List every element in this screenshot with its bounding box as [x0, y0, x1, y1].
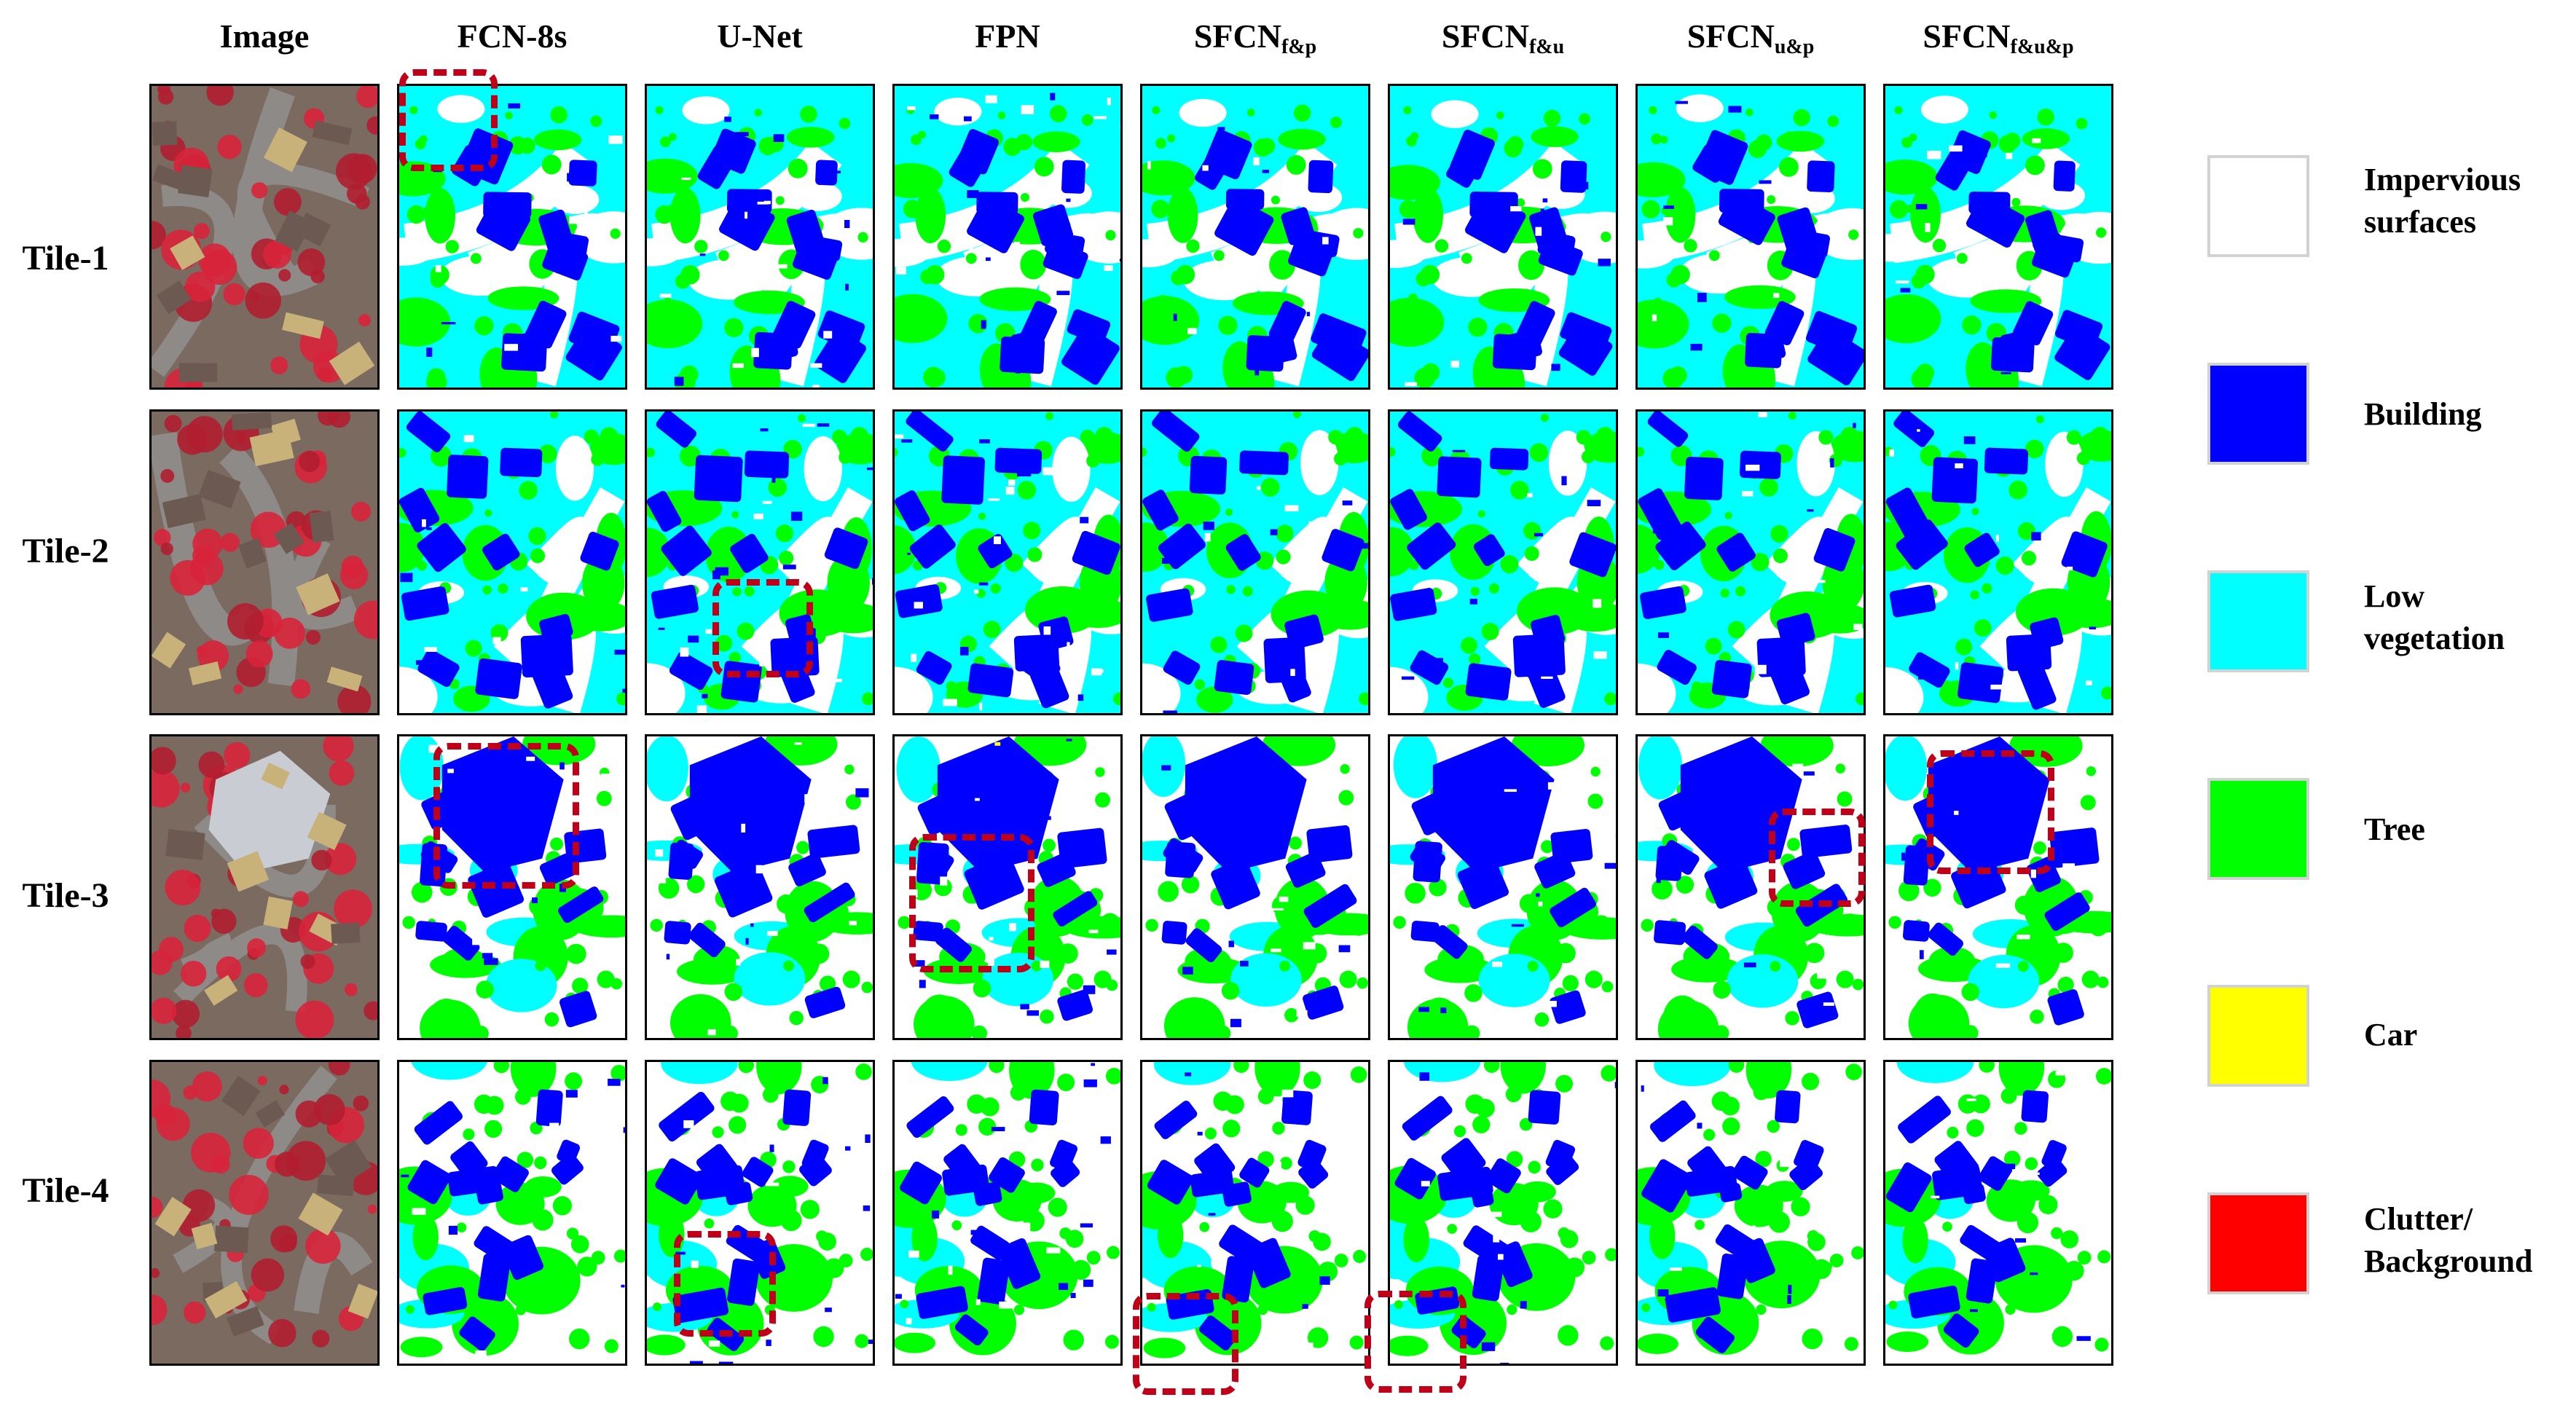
- tile-1-image: [149, 84, 380, 390]
- aerial-image: [152, 412, 377, 713]
- tile-4-sfcn-fup: [1883, 1060, 2113, 1366]
- legend-label-clutter: Clutter/Background: [2364, 1201, 2533, 1279]
- segmentation-map: [1885, 86, 2111, 388]
- tile-1-fcn8s: [397, 84, 627, 390]
- segmentation-map: [1390, 412, 1616, 713]
- legend-label-impervious: Impervious surfaces: [2364, 162, 2521, 240]
- segmentation-map: [647, 736, 873, 1038]
- segmentation-map: [1390, 1062, 1616, 1364]
- tile-3-unet: [645, 734, 875, 1040]
- tile-1-sfcn-up: [1635, 84, 1866, 390]
- tile-3-sfcn-fup: [1883, 734, 2113, 1040]
- tile-2-sfcn-up: [1635, 409, 1866, 715]
- col-header-unet: U-Net: [717, 17, 803, 55]
- col-header-sfcn-fp: SFCNf&p: [1193, 17, 1317, 58]
- col-header-image: Image: [219, 17, 310, 55]
- tile-2-fpn: [892, 409, 1123, 715]
- legend-label-building: Building: [2364, 396, 2482, 432]
- aerial-image: [152, 86, 377, 388]
- segmentation-map: [1885, 736, 2111, 1038]
- segmentation-map: [647, 1062, 873, 1364]
- segmentation-map: [399, 1062, 625, 1364]
- segmentation-map: [895, 1062, 1120, 1364]
- legend-swatch-impervious: [2207, 155, 2309, 257]
- legend-label-tree: Tree: [2364, 811, 2425, 847]
- tile-4-image: [149, 1060, 380, 1366]
- segmentation-map: [1390, 736, 1616, 1038]
- tile-2-sfcn-fp: [1140, 409, 1370, 715]
- col-header-sfcn-fup: SFCNf&u&p: [1923, 17, 2074, 58]
- segmentation-map: [399, 86, 625, 388]
- tile-3-image: [149, 734, 380, 1040]
- tile-3-sfcn-fp: [1140, 734, 1370, 1040]
- row-label-tile-4: Tile-4: [22, 1171, 109, 1210]
- segmentation-map: [1142, 736, 1368, 1038]
- tile-3-sfcn-fu: [1388, 734, 1618, 1040]
- segmentation-map: [895, 86, 1120, 388]
- segmentation-map: [895, 412, 1120, 713]
- col-header-sfcn-fu: SFCNf&u: [1441, 17, 1565, 58]
- col-header-fpn: FPN: [975, 17, 1040, 55]
- segmentation-map: [1638, 86, 1864, 388]
- tile-3-fcn8s: [397, 734, 627, 1040]
- segmentation-map: [399, 736, 625, 1038]
- tile-3-sfcn-up: [1635, 734, 1866, 1040]
- segmentation-map: [1885, 1062, 2111, 1364]
- legend-swatch-building: [2207, 363, 2309, 465]
- segmentation-map: [1142, 1062, 1368, 1364]
- tile-4-sfcn-fu: [1388, 1060, 1618, 1366]
- tile-4-fpn: [892, 1060, 1123, 1366]
- tile-2-unet: [645, 409, 875, 715]
- tile-2-sfcn-fu: [1388, 409, 1618, 715]
- segmentation-map: [647, 412, 873, 713]
- tile-2-sfcn-fup: [1883, 409, 2113, 715]
- segmentation-map: [895, 736, 1120, 1038]
- legend-swatch-low-vegetation: [2207, 570, 2309, 672]
- tile-1-sfcn-fu: [1388, 84, 1618, 390]
- segmentation-map: [647, 86, 873, 388]
- tile-2-image: [149, 409, 380, 715]
- segmentation-map: [1390, 86, 1616, 388]
- tile-1-unet: [645, 84, 875, 390]
- tile-1-sfcn-fup: [1883, 84, 2113, 390]
- segmentation-map: [1885, 412, 2111, 713]
- tile-4-sfcn-fp: [1140, 1060, 1370, 1366]
- tile-4-fcn8s: [397, 1060, 627, 1366]
- tile-1-fpn: [892, 84, 1123, 390]
- segmentation-map: [1638, 1062, 1864, 1364]
- legend-label-low-vegetation: Low vegetation: [2364, 578, 2505, 656]
- col-header-sfcn-up: SFCNu&p: [1686, 17, 1815, 58]
- segmentation-map: [1638, 736, 1864, 1038]
- segmentation-map: [1142, 412, 1368, 713]
- tile-4-sfcn-up: [1635, 1060, 1866, 1366]
- aerial-image: [152, 1062, 377, 1364]
- row-label-tile-2: Tile-2: [22, 532, 109, 570]
- row-label-tile-1: Tile-1: [22, 239, 109, 278]
- legend-swatch-clutter: [2207, 1192, 2309, 1294]
- tile-1-sfcn-fp: [1140, 84, 1370, 390]
- row-label-tile-3: Tile-3: [22, 876, 109, 915]
- legend-swatch-tree: [2207, 778, 2309, 880]
- col-header-fcn8s: FCN-8s: [457, 17, 568, 55]
- tile-3-fpn: [892, 734, 1123, 1040]
- segmentation-map: [1638, 412, 1864, 713]
- segmentation-map: [399, 412, 625, 713]
- segmentation-map: [1142, 86, 1368, 388]
- legend-swatch-car: [2207, 985, 2309, 1087]
- tile-4-unet: [645, 1060, 875, 1366]
- legend-label-car: Car: [2364, 1017, 2418, 1053]
- tile-2-fcn8s: [397, 409, 627, 715]
- aerial-image: [152, 736, 377, 1038]
